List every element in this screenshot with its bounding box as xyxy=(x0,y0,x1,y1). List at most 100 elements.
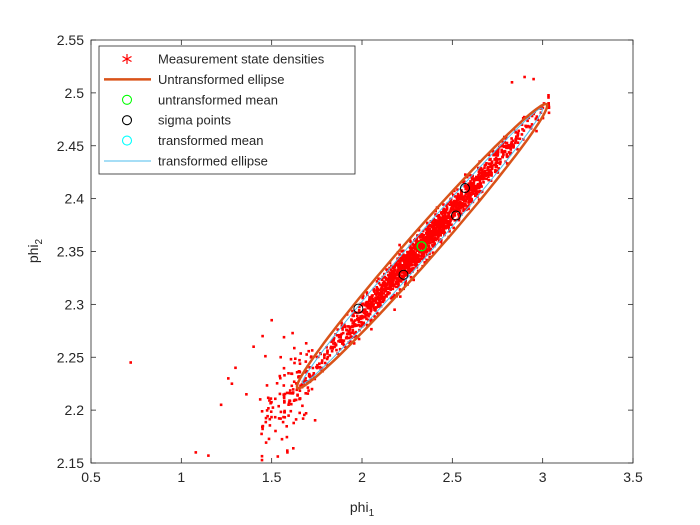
density-point xyxy=(368,302,371,305)
density-point xyxy=(343,323,346,327)
density-point xyxy=(403,273,406,276)
density-point xyxy=(494,169,497,172)
density-point xyxy=(399,295,402,298)
legend-circle-swatch xyxy=(121,135,133,146)
density-point xyxy=(377,277,380,280)
density-point xyxy=(413,263,417,267)
density-point xyxy=(480,190,484,193)
density-point xyxy=(471,189,474,192)
density-point xyxy=(472,184,475,187)
density-point xyxy=(323,356,326,360)
density-outlier-point xyxy=(219,403,223,407)
density-point xyxy=(444,213,447,217)
density-point xyxy=(414,239,418,242)
density-point xyxy=(288,399,292,403)
density-point xyxy=(425,248,429,251)
density-point xyxy=(270,400,273,404)
density-point xyxy=(335,348,338,352)
density-point xyxy=(397,277,400,281)
density-point xyxy=(343,345,347,349)
density-point xyxy=(421,251,424,254)
density-point xyxy=(301,380,305,384)
density-outlier-point xyxy=(270,318,273,322)
density-point xyxy=(409,240,412,243)
density-point xyxy=(427,244,431,248)
density-point xyxy=(505,155,509,158)
density-point xyxy=(463,180,466,183)
density-point xyxy=(395,263,399,267)
density-point xyxy=(429,230,432,233)
density-point xyxy=(351,309,354,313)
density-point xyxy=(452,213,455,217)
density-point xyxy=(376,303,380,307)
density-point xyxy=(429,235,433,239)
density-point xyxy=(299,352,302,355)
density-point xyxy=(469,184,473,188)
density-point xyxy=(353,332,356,335)
density-point xyxy=(423,246,426,250)
density-point xyxy=(373,299,377,302)
density-point xyxy=(423,250,427,254)
x-tick-label: 2.5 xyxy=(443,469,463,485)
density-point xyxy=(280,437,284,441)
density-point xyxy=(448,203,452,206)
density-point xyxy=(357,323,360,327)
density-point xyxy=(351,328,355,332)
density-outlier-point xyxy=(230,382,234,385)
y-tick-label: 2.2 xyxy=(65,402,85,418)
density-point xyxy=(424,238,428,242)
density-point xyxy=(367,318,370,322)
density-point xyxy=(487,178,490,182)
density-point xyxy=(401,258,405,261)
density-point xyxy=(471,191,475,194)
density-point xyxy=(480,171,483,174)
density-point xyxy=(406,265,409,268)
density-point xyxy=(345,332,349,336)
density-point xyxy=(359,317,362,320)
density-point xyxy=(432,224,436,227)
density-point xyxy=(307,374,311,378)
density-point xyxy=(390,275,393,278)
density-point xyxy=(427,246,431,249)
density-point xyxy=(457,195,461,198)
density-point xyxy=(418,250,421,253)
density-point xyxy=(469,200,472,203)
density-point xyxy=(357,317,360,320)
density-point xyxy=(494,150,498,153)
density-point xyxy=(435,233,438,236)
density-point xyxy=(404,263,407,267)
density-point xyxy=(370,318,373,322)
density-point xyxy=(376,297,379,300)
sigma-point xyxy=(398,269,409,280)
density-point xyxy=(434,213,437,216)
density-point xyxy=(456,203,459,207)
density-point xyxy=(291,388,295,391)
y-tick-label: 2.15 xyxy=(57,455,84,471)
density-point xyxy=(305,370,308,373)
density-point xyxy=(434,238,437,242)
density-point xyxy=(445,216,448,220)
density-point xyxy=(407,250,410,254)
density-point xyxy=(396,259,399,263)
density-point xyxy=(510,137,513,140)
density-point xyxy=(345,336,348,340)
density-point xyxy=(394,277,398,280)
density-point xyxy=(267,437,271,441)
density-point xyxy=(547,106,551,109)
density-point xyxy=(444,211,448,214)
density-point xyxy=(431,228,435,231)
density-point xyxy=(301,404,304,408)
density-point xyxy=(307,389,310,392)
density-point xyxy=(283,374,286,377)
density-point xyxy=(366,306,370,310)
density-point xyxy=(328,354,332,357)
density-point xyxy=(443,210,446,214)
density-point xyxy=(360,324,363,328)
density-point xyxy=(290,372,293,375)
density-point xyxy=(351,314,354,318)
density-point xyxy=(458,210,462,213)
density-point xyxy=(267,407,270,410)
density-point xyxy=(359,315,362,318)
density-point xyxy=(505,141,509,145)
density-point xyxy=(320,361,324,365)
